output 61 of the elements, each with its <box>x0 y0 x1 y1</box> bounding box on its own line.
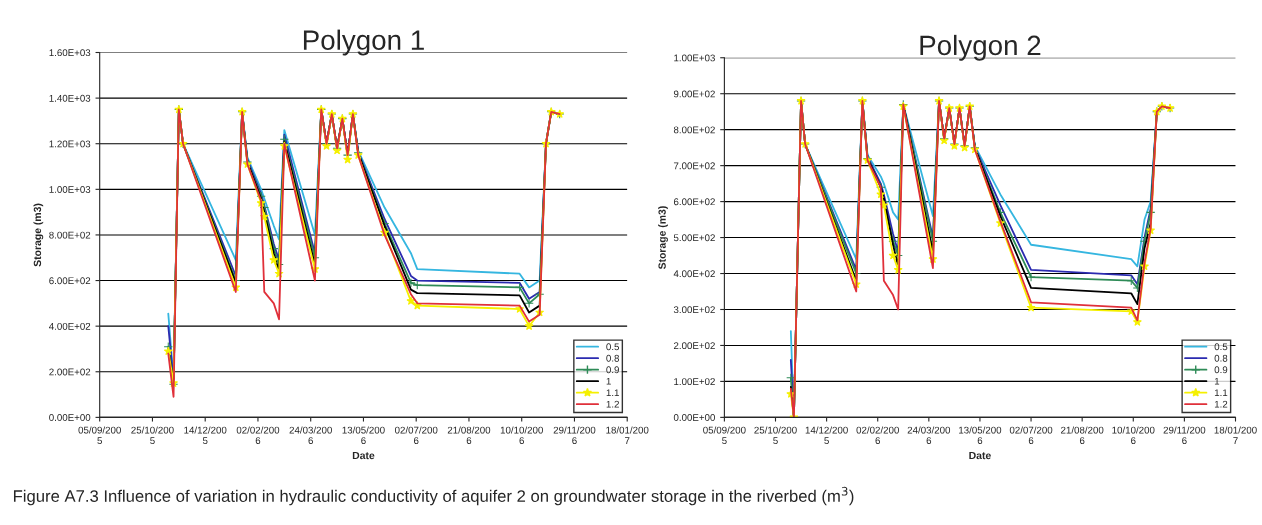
chart-title: Polygon 2 <box>920 34 1041 61</box>
legend-label: 1 <box>1214 377 1220 385</box>
y-tick-label: 2.00E+02 <box>673 342 715 350</box>
x-tick-label: 10/10/200 6 <box>500 426 543 445</box>
x-tick-label: 02/02/200 6 <box>236 426 280 445</box>
x-tick-label: 21/08/200 6 <box>1061 426 1104 445</box>
y-tick-label: 6.00E+02 <box>673 198 715 206</box>
x-tick-label: 02/07/200 6 <box>394 426 438 445</box>
legend-label: 1.1 <box>1214 389 1228 397</box>
x-tick-label: 05/09/200 5 <box>78 426 121 445</box>
x-axis-title: Date <box>969 451 991 460</box>
y-tick-label: 4.00E+02 <box>49 322 91 330</box>
legend-label: 0.9 <box>1214 366 1228 374</box>
y-tick-label: 1.00E+03 <box>49 186 91 193</box>
y-tick-label: 7.00E+02 <box>673 162 715 170</box>
x-tick-label: 14/12/200 5 <box>805 426 848 445</box>
x-axis-title: Date <box>352 451 375 460</box>
x-tick-label: 24/03/200 6 <box>907 426 951 445</box>
legend-label: 0.5 <box>1214 343 1228 351</box>
y-tick-label: 1.00E+02 <box>674 378 715 386</box>
y-axis-title: Storage (m3) <box>33 203 44 267</box>
y-tick-label: 1.40E+03 <box>49 94 91 102</box>
x-tick-label: 05/09/200 5 <box>703 426 746 445</box>
x-tick-label: 18/01/200 7 <box>1214 426 1257 444</box>
y-tick-label: 9.00E+02 <box>673 90 715 98</box>
legend-label: 1.2 <box>606 400 619 408</box>
x-tick-label: 18/01/200 7 <box>606 426 649 444</box>
y-tick-label: 1.60E+03 <box>49 49 91 57</box>
legend-label: 0.8 <box>1214 354 1228 362</box>
y-tick-label: 1.00E+03 <box>674 54 715 62</box>
x-tick-label: 02/02/200 6 <box>856 426 899 445</box>
legend-label: 1.2 <box>1214 400 1228 408</box>
y-tick-label: 4.00E+02 <box>673 270 715 278</box>
x-tick-label: 25/10/200 5 <box>754 426 797 445</box>
x-tick-label: 14/12/200 5 <box>184 426 227 445</box>
y-tick-label: 1.20E+03 <box>49 140 91 148</box>
y-axis-title: Storage (m3) <box>658 206 668 270</box>
chart-title: Polygon 1 <box>303 29 424 56</box>
y-tick-label: 0.00E+00 <box>673 414 715 421</box>
y-tick-label: 5.00E+02 <box>673 234 715 242</box>
x-tick-label: 13/05/200 6 <box>342 426 385 445</box>
caption: Figure A7.3 Influence of variation in hydraulic conductivity of aquifer 2 on groundwater storage in the riverbed (m$^{3}$) <box>13 486 854 506</box>
x-tick-label: 25/10/200 5 <box>131 426 174 445</box>
legend-label: 0.5 <box>606 343 620 351</box>
x-tick-label: 29/11/200 6 <box>1163 426 1206 445</box>
y-tick-label: 6.00E+02 <box>49 277 91 285</box>
legend-label: 1 <box>606 377 611 385</box>
x-tick-label: 10/10/200 6 <box>1112 426 1155 445</box>
legend-label: 0.8 <box>606 354 620 362</box>
x-tick-label: 24/03/200 6 <box>289 426 332 445</box>
x-tick-label: 21/08/200 6 <box>447 426 491 445</box>
x-tick-label: 13/05/200 6 <box>959 426 1002 445</box>
y-tick-label: 3.00E+02 <box>673 306 715 314</box>
y-tick-label: 2.00E+02 <box>49 368 91 376</box>
y-tick-label: 8.00E+02 <box>673 126 715 134</box>
y-tick-label: 0.00E+00 <box>49 414 91 421</box>
x-tick-label: 29/11/200 6 <box>553 426 596 445</box>
y-tick-label: 8.00E+02 <box>49 231 91 239</box>
x-tick-label: 02/07/200 6 <box>1009 426 1053 445</box>
legend-label: 0.9 <box>606 366 619 374</box>
legend-label: 1.1 <box>606 389 619 397</box>
